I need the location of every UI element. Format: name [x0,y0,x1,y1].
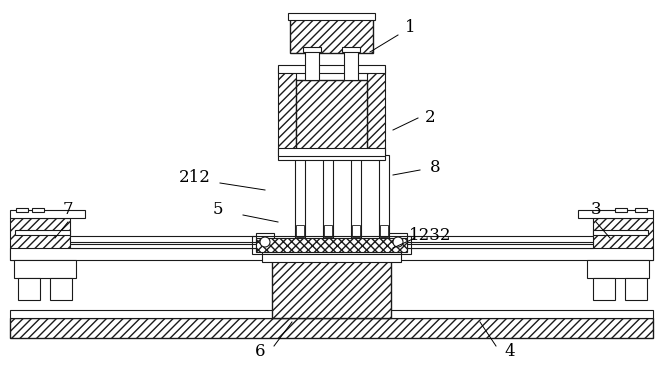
Text: 2: 2 [425,110,436,127]
Circle shape [393,237,403,247]
Bar [278,150,385,160]
Bar [10,210,85,218]
Text: 1: 1 [404,20,415,37]
Bar [10,248,653,260]
Bar [305,50,319,80]
Bar [593,278,615,300]
Bar [323,155,333,238]
Bar [367,68,385,150]
Bar [342,47,360,52]
Text: 8: 8 [430,160,440,177]
Bar [70,244,265,248]
Bar [296,80,367,155]
Text: 3: 3 [591,201,601,218]
Bar [379,155,389,238]
Bar [593,230,648,235]
Bar [352,225,360,237]
Bar [14,260,76,278]
Bar [303,47,321,52]
Bar [324,225,332,237]
Bar [615,208,627,212]
Bar [398,236,593,242]
Text: 212: 212 [179,169,211,186]
Text: 5: 5 [213,201,223,218]
Bar [380,225,388,237]
Bar [587,260,649,278]
Bar [578,210,653,218]
Bar [344,50,358,80]
Bar [16,208,28,212]
Bar [295,155,305,238]
Bar [389,233,407,251]
Bar [50,278,72,300]
Bar [351,155,361,238]
Bar [262,252,401,262]
Text: 6: 6 [255,344,265,361]
Bar [252,236,411,254]
Bar [15,230,70,235]
Bar [32,208,44,212]
Text: 1232: 1232 [409,226,452,243]
Bar [10,310,653,318]
Bar [10,318,653,338]
Bar [278,65,385,73]
Bar [593,218,653,260]
Bar [70,236,265,242]
Bar [635,208,647,212]
Bar [398,244,593,248]
Bar [10,218,70,260]
Text: 7: 7 [63,201,74,218]
Bar [256,233,274,251]
Bar [278,68,296,150]
Bar [256,238,407,252]
Bar [290,18,373,53]
Bar [272,260,391,318]
Bar [288,13,375,20]
Bar [296,225,304,237]
Circle shape [260,237,270,247]
Bar [18,278,40,300]
Text: 4: 4 [505,344,515,361]
Bar [625,278,647,300]
Bar [278,148,385,156]
